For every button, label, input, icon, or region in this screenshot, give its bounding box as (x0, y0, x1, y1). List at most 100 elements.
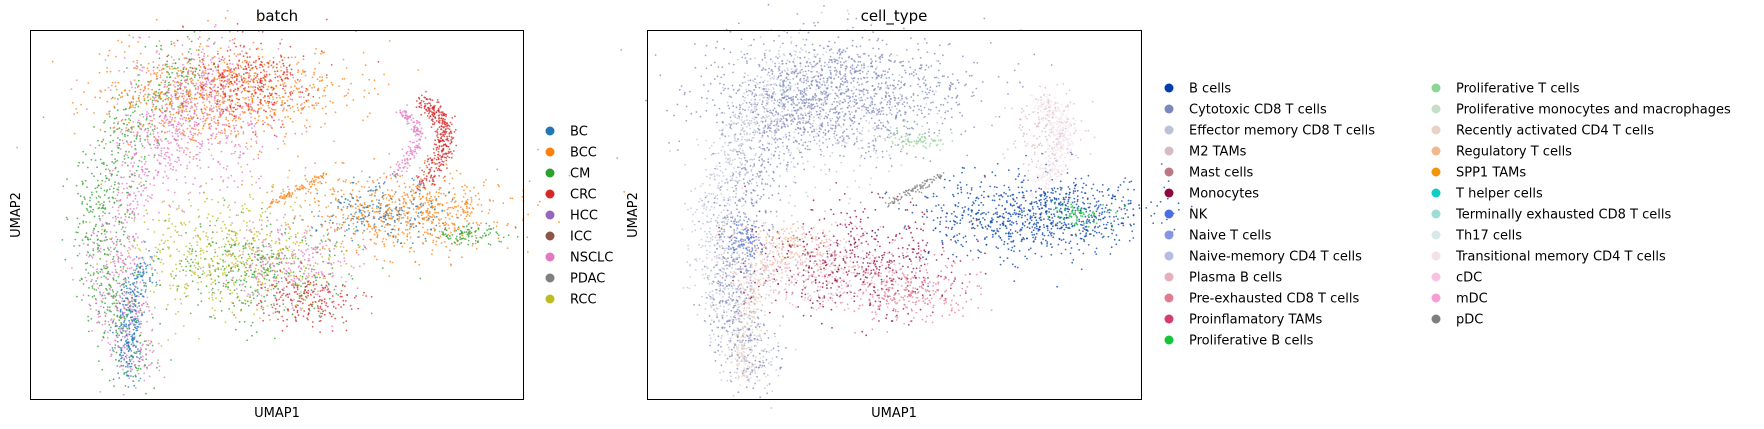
scatter-point (169, 84, 172, 86)
scatter-point (252, 198, 255, 201)
scatter-point (257, 55, 260, 58)
scatter-point (327, 232, 330, 235)
scatter-point (203, 111, 206, 114)
scatter-point (253, 125, 256, 127)
scatter-point (269, 223, 272, 226)
scatter-point (164, 240, 167, 243)
scatter-point (183, 222, 186, 224)
scatter-point (332, 313, 335, 316)
scatter-point (202, 120, 205, 123)
scatter-point (329, 313, 332, 315)
scatter-point (71, 267, 73, 269)
scatter-point (99, 129, 102, 131)
batch-scatter-points (16, 9, 626, 396)
scatter-point (113, 385, 115, 387)
scatter-point (104, 180, 107, 183)
scatter-point (251, 66, 254, 69)
scatter-point (128, 151, 130, 153)
scatter-point (276, 201, 279, 204)
scatter-point (261, 80, 263, 82)
scatter-point (151, 119, 153, 122)
scatter-point (133, 323, 135, 326)
scatter-point (192, 183, 195, 186)
scatter-point (242, 132, 245, 135)
scatter-point (192, 136, 194, 139)
scatter-point (329, 240, 332, 242)
scatter-point (194, 235, 197, 237)
scatter-point (106, 177, 108, 180)
scatter-point (197, 304, 199, 306)
scatter-point (116, 336, 119, 339)
scatter-point (196, 281, 199, 284)
scatter-point (200, 247, 203, 250)
scatter-point (198, 192, 201, 195)
scatter-point (139, 342, 142, 344)
scatter-point (230, 224, 232, 227)
scatter-point (238, 98, 241, 101)
scatter-point (287, 56, 290, 59)
scatter-point (363, 96, 366, 98)
scatter-point (132, 180, 135, 183)
scatter-point (246, 339, 249, 342)
scatter-point (301, 184, 304, 187)
scatter-point (119, 285, 122, 288)
scatter-point (91, 287, 94, 289)
scatter-point (254, 267, 257, 270)
scatter-point (316, 293, 319, 296)
scatter-point (232, 302, 235, 305)
scatter-point (174, 86, 177, 88)
scatter-point (279, 248, 282, 251)
scatter-point (232, 110, 235, 113)
scatter-point (217, 119, 219, 122)
scatter-point (139, 52, 142, 55)
scatter-point (234, 103, 237, 106)
scatter-point (169, 272, 172, 275)
scatter-point (213, 41, 216, 44)
scatter-point (207, 142, 210, 144)
scatter-point (133, 315, 136, 318)
scatter-point (241, 283, 244, 286)
scatter-point (323, 89, 325, 92)
scatter-point (219, 189, 222, 191)
scatter-point (328, 283, 330, 286)
scatter-point (301, 251, 304, 254)
scatter-point (137, 190, 140, 193)
scatter-point (120, 252, 122, 254)
scatter-point (225, 266, 228, 268)
scatter-point (143, 204, 146, 207)
scatter-point (307, 259, 310, 262)
scatter-point (262, 90, 264, 93)
scatter-point (215, 297, 217, 300)
scatter-point (217, 131, 220, 134)
scatter-point (262, 77, 265, 79)
scatter-point (189, 78, 192, 80)
scatter-point (211, 57, 214, 60)
scatter-point (210, 119, 213, 122)
scatter-point (108, 113, 111, 115)
scatter-point (330, 81, 333, 84)
scatter-point (319, 248, 321, 251)
scatter-point (217, 289, 220, 291)
scatter-point (89, 238, 92, 241)
scatter-point (172, 108, 174, 111)
scatter-point (183, 292, 186, 294)
scatter-point (361, 232, 364, 234)
scatter-point (176, 143, 178, 145)
scatter-point (198, 36, 201, 39)
scatter-point (229, 49, 232, 51)
scatter-point (113, 105, 116, 108)
scatter-point (331, 295, 334, 297)
scatter-point (224, 223, 226, 226)
scatter-point (273, 279, 275, 282)
scatter-point (128, 130, 131, 133)
scatter-point (141, 166, 144, 168)
scatter-point (175, 129, 177, 132)
scatter-point (145, 115, 148, 118)
scatter-point (147, 99, 150, 102)
scatter-point (298, 244, 300, 247)
scatter-point (197, 49, 200, 51)
scatter-point (256, 309, 258, 311)
scatter-point (214, 224, 217, 227)
scatter-point (96, 166, 98, 169)
scatter-point (136, 306, 139, 309)
